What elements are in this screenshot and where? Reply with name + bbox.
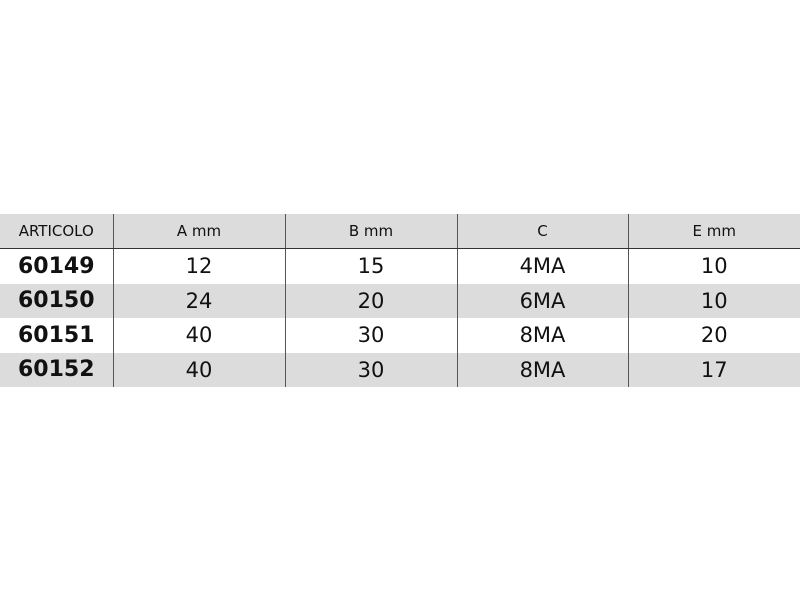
cell-b: 30	[284, 352, 457, 387]
header-e: E mm	[627, 214, 800, 249]
header-row: ARTICOLO A mm B mm C E mm	[0, 214, 800, 249]
cell-articolo: 60150	[0, 283, 113, 318]
table-row: 60149 12 15 4MA 10	[0, 248, 800, 284]
cell-a: 40	[112, 352, 285, 387]
product-spec-table: ARTICOLO A mm B mm C E mm 60149 12 15 4MA 10…	[0, 214, 800, 387]
header-b: B mm	[284, 214, 457, 249]
cell-a: 24	[112, 283, 285, 318]
cell-e: 17	[627, 352, 800, 387]
header-articolo: ARTICOLO	[0, 214, 113, 249]
cell-e: 20	[627, 318, 800, 353]
cell-articolo: 60152	[0, 352, 113, 387]
cell-e: 10	[627, 248, 800, 284]
cell-b: 30	[284, 318, 457, 353]
cell-a: 40	[112, 318, 285, 353]
cell-c: 4MA	[456, 248, 628, 284]
header-a: A mm	[112, 214, 285, 249]
table-row: 60151 40 30 8MA 20	[0, 318, 800, 353]
cell-articolo: 60151	[17, 322, 95, 348]
cell-e: 10	[627, 283, 800, 318]
cell-a: 12	[112, 248, 285, 284]
cell-b: 15	[284, 248, 457, 284]
cell-b: 20	[284, 283, 457, 318]
cell-c: 6MA	[456, 283, 628, 318]
table-row: 60152 40 30 8MA 17	[0, 352, 800, 387]
cell-c: 8MA	[456, 318, 628, 353]
header-c: C	[456, 214, 628, 249]
cell-articolo: 60149	[17, 253, 95, 279]
cell-c: 8MA	[456, 352, 628, 387]
table-row: 60150 24 20 6MA 10	[0, 283, 800, 318]
